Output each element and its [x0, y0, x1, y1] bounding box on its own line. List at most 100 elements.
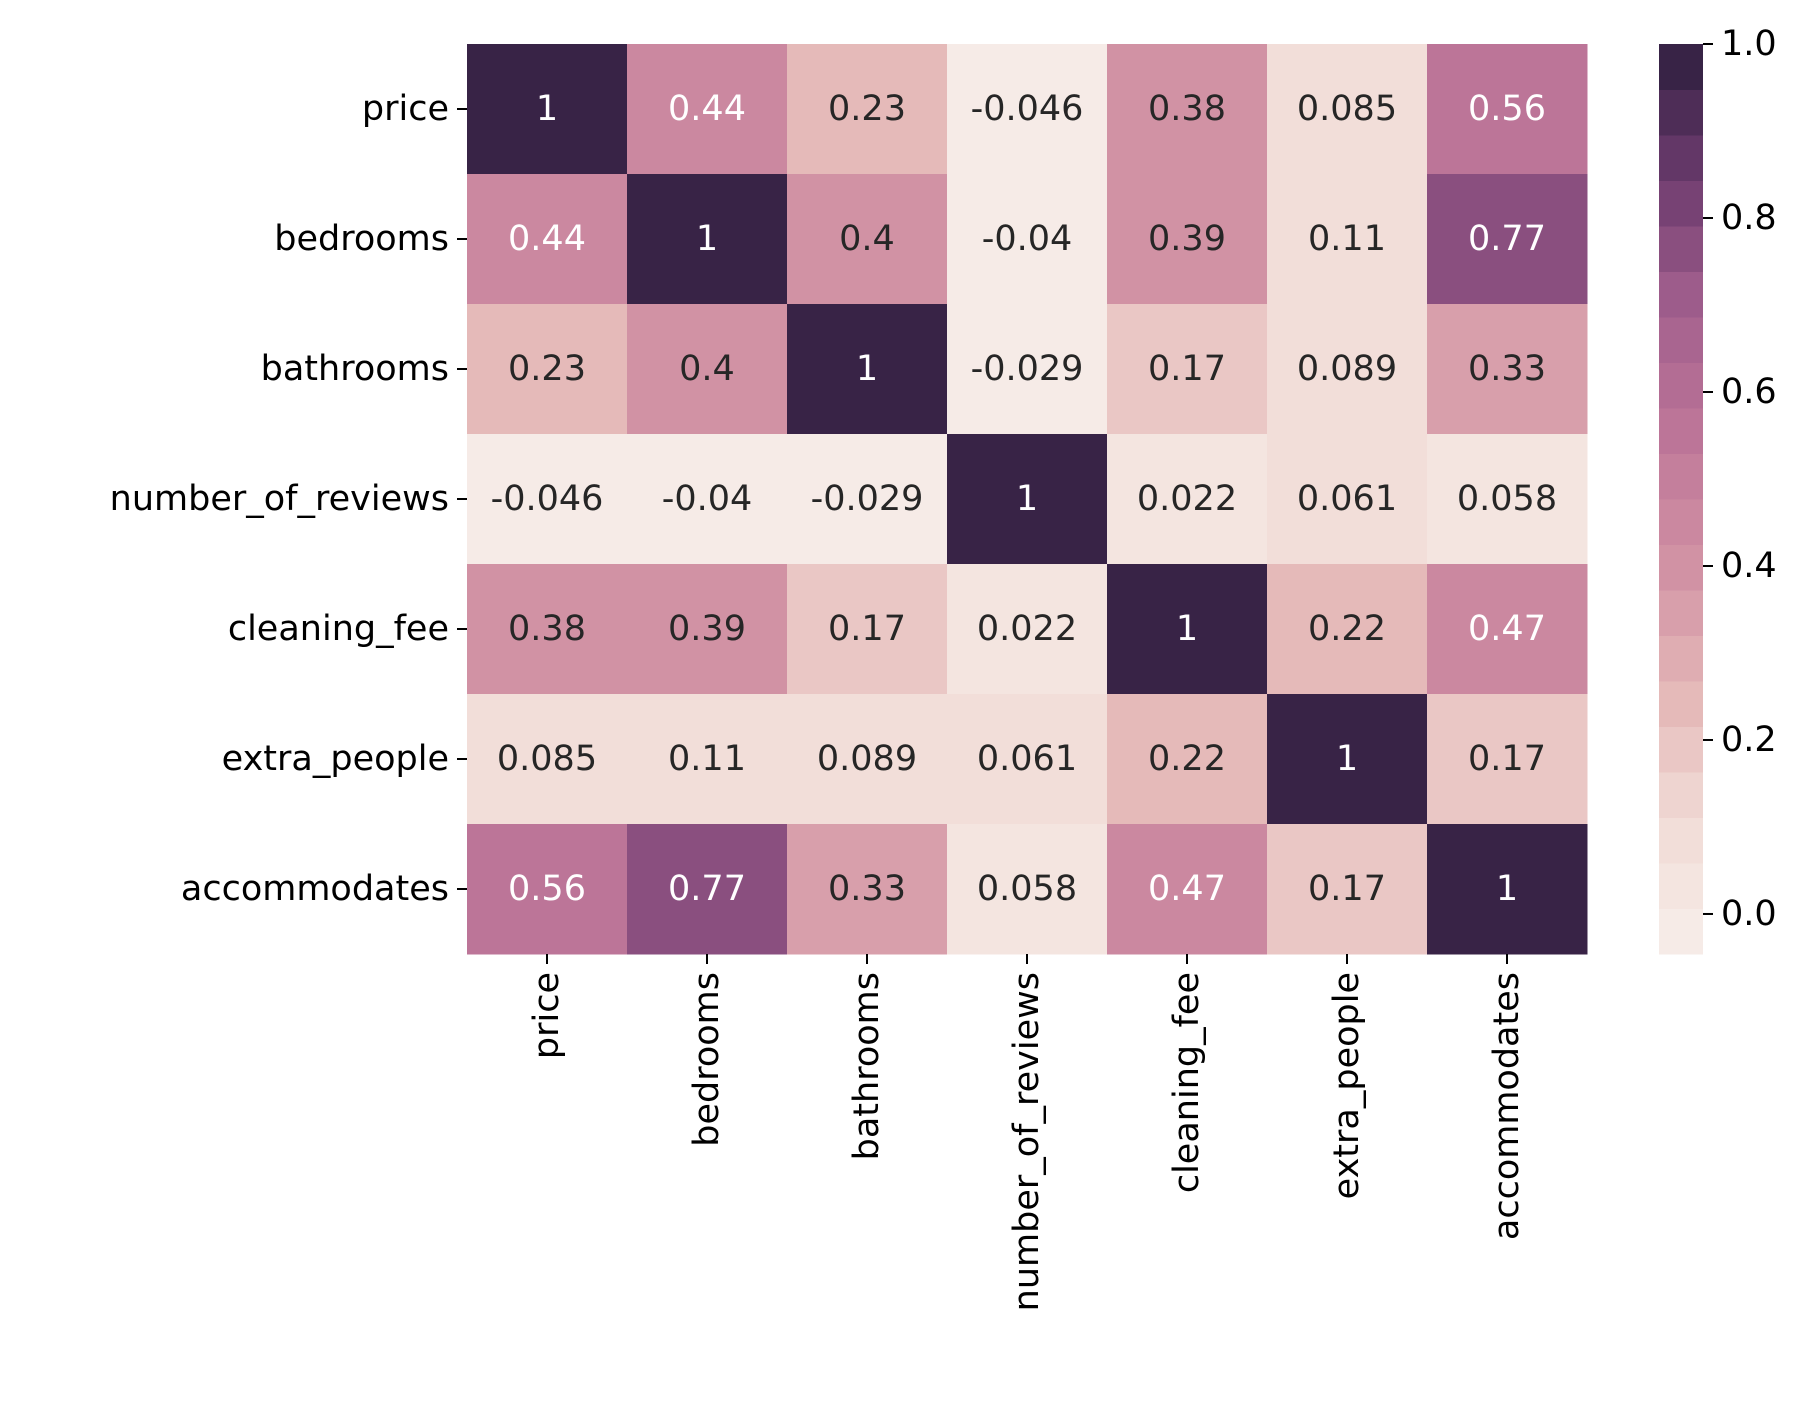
- cell-value-label: 0.47: [1468, 609, 1546, 649]
- heatmap-cell: [1107, 694, 1268, 825]
- heatmap-cell: [1107, 174, 1268, 305]
- heatmap-cell: [787, 434, 948, 565]
- heatmap-cell-labels: 1 0.44 0.23 -0.046 0.38 0.085 0.56 0.44 1 0.4 -0.0…: [491, 89, 1558, 909]
- colorbar-level: [1659, 817, 1703, 864]
- heatmap-cell: [467, 824, 628, 955]
- colorbar-level: [1659, 317, 1703, 363]
- colorbar-tick-label: 0.0: [1721, 894, 1777, 934]
- heatmap-cell: [1427, 824, 1588, 955]
- colorbar-level: [1659, 271, 1703, 318]
- colorbar-tick-label: 0.2: [1721, 720, 1777, 760]
- colorbar-tick-label: 0.8: [1721, 198, 1777, 238]
- heatmap-cell: [947, 44, 1108, 175]
- x-axis: price bedrooms bathrooms number_of_reviews c…: [527, 954, 1527, 1311]
- y-tick-label: extra_people: [222, 739, 449, 779]
- cell-value-label: 0.4: [839, 219, 895, 259]
- heatmap-cell: [1427, 304, 1588, 435]
- y-tick-label: bedrooms: [274, 219, 449, 259]
- heatmap-cell: [467, 694, 628, 825]
- cell-value-label: -0.04: [982, 219, 1073, 259]
- heatmap-cells: [467, 44, 1588, 955]
- heatmap-cell: [627, 824, 788, 955]
- cell-value-label: 0.33: [828, 869, 906, 909]
- heatmap-cell: [1267, 824, 1428, 955]
- cell-value-label: 0.23: [508, 349, 586, 389]
- heatmap-cell: [467, 304, 628, 435]
- x-tick-label: cleaning_fee: [1167, 972, 1207, 1193]
- x-tick-label: bathrooms: [847, 972, 887, 1160]
- cell-value-label: 1: [696, 219, 718, 259]
- colorbar-level: [1659, 635, 1703, 682]
- colorbar-tick-label: 0.6: [1721, 372, 1777, 412]
- colorbar-level: [1659, 180, 1703, 227]
- cell-value-label: 1: [1016, 479, 1038, 519]
- y-tick-label: price: [362, 89, 449, 129]
- heatmap-cell: [627, 304, 788, 435]
- colorbar-tick-label: 0.4: [1721, 546, 1777, 586]
- x-tick-label: price: [527, 972, 567, 1059]
- y-axis: price bedrooms bathrooms number_of_reviewsc…: [110, 89, 467, 909]
- colorbar-level: [1659, 362, 1703, 409]
- colorbar-level: [1659, 908, 1703, 955]
- x-tick-label: bedrooms: [687, 972, 727, 1147]
- colorbar-level: [1659, 772, 1703, 818]
- heatmap-cell: [1427, 174, 1588, 305]
- colorbar-level: [1659, 408, 1703, 454]
- cell-value-label: 0.33: [1468, 349, 1546, 389]
- cell-value-label: 0.22: [1308, 609, 1386, 649]
- cell-value-label: 0.089: [1297, 349, 1397, 389]
- cell-value-label: 0.56: [508, 869, 586, 909]
- heatmap-cell: [1267, 434, 1428, 565]
- cell-value-label: -0.046: [491, 479, 604, 519]
- colorbar-level: [1659, 44, 1703, 90]
- heatmap-cell: [787, 564, 948, 695]
- y-tick-label: accommodates: [181, 869, 449, 909]
- heatmap-cell: [1107, 44, 1268, 175]
- heatmap-cell: [787, 44, 948, 175]
- cell-value-label: 0.061: [1297, 479, 1397, 519]
- cell-value-label: 1: [856, 349, 878, 389]
- y-tick-label: cleaning_fee: [228, 609, 449, 649]
- heatmap-cell: [627, 694, 788, 825]
- cell-value-label: 0.44: [668, 89, 746, 129]
- heatmap-cell: [1427, 694, 1588, 825]
- cell-value-label: 0.17: [828, 609, 906, 649]
- cell-value-label: 0.38: [1148, 89, 1226, 129]
- heatmap-cell: [1427, 44, 1588, 175]
- colorbar-level: [1659, 499, 1703, 545]
- heatmap-cell: [1267, 44, 1428, 175]
- heatmap-cell: [1267, 564, 1428, 695]
- cell-value-label: 0.4: [679, 349, 735, 389]
- heatmap-cell: [947, 304, 1108, 435]
- cell-value-label: 0.44: [508, 219, 586, 259]
- heatmap-cell: [947, 824, 1108, 955]
- heatmap-cell: [1107, 434, 1268, 565]
- colorbar-level: [1659, 89, 1703, 136]
- cell-value-label: 0.47: [1148, 869, 1226, 909]
- cell-value-label: 0.089: [817, 739, 917, 779]
- cell-value-label: 0.17: [1308, 869, 1386, 909]
- heatmap-cell: [467, 44, 628, 175]
- cell-value-label: 0.022: [977, 609, 1077, 649]
- cell-value-label: 0.17: [1148, 349, 1226, 389]
- colorbar-level: [1659, 863, 1703, 909]
- cell-value-label: 0.17: [1468, 739, 1546, 779]
- heatmap-cell: [627, 174, 788, 305]
- cell-value-label: 0.77: [1468, 219, 1546, 259]
- y-tick-label: bathrooms: [261, 349, 449, 389]
- cell-value-label: 0.058: [1457, 479, 1557, 519]
- heatmap-cell: [1107, 564, 1268, 695]
- heatmap-cell: [467, 564, 628, 695]
- heatmap-cell: [627, 44, 788, 175]
- heatmap-cell: [787, 694, 948, 825]
- heatmap-cell: [467, 174, 628, 305]
- cell-value-label: 0.058: [977, 869, 1077, 909]
- heatmap-cell: [1267, 174, 1428, 305]
- x-tick-label: accommodates: [1487, 972, 1527, 1240]
- heatmap-cell: [627, 564, 788, 695]
- heatmap-cell: [947, 174, 1108, 305]
- heatmap-cell: [467, 434, 628, 565]
- colorbar-level: [1659, 135, 1703, 181]
- cell-value-label: 0.061: [977, 739, 1077, 779]
- colorbar-level: [1659, 226, 1703, 272]
